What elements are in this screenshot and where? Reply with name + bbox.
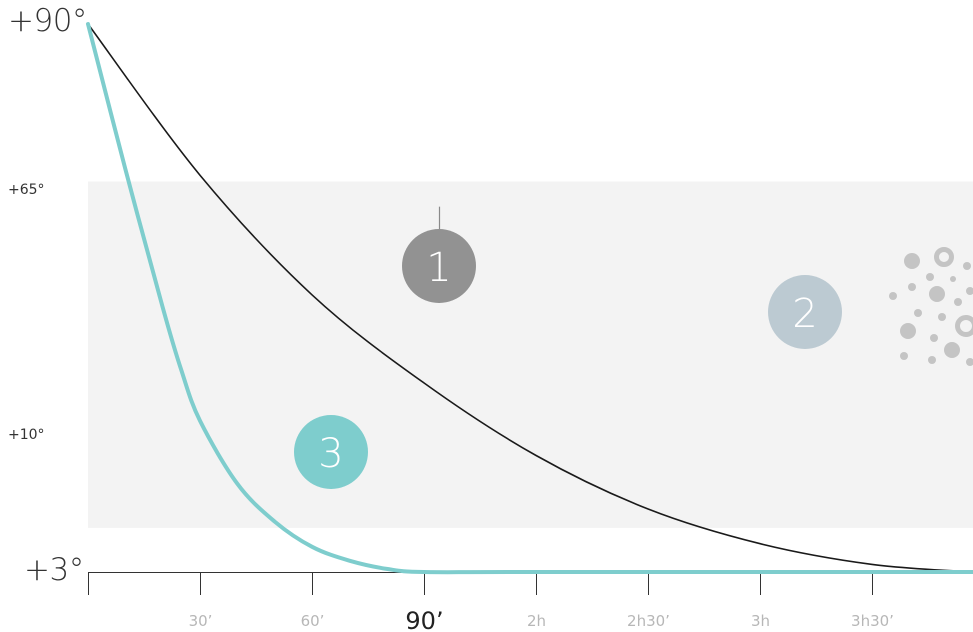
dot xyxy=(928,356,936,364)
chart-band xyxy=(88,181,973,528)
dot xyxy=(914,309,922,317)
dot xyxy=(944,342,960,358)
dot xyxy=(963,262,971,270)
series-line-1 xyxy=(87,23,973,573)
dot xyxy=(926,273,934,281)
dot xyxy=(930,334,938,342)
y-label-band-top: +65° xyxy=(8,182,45,198)
marker-1 xyxy=(402,229,476,303)
dot xyxy=(938,313,946,321)
particle-dots xyxy=(889,247,973,366)
x-tick-label: 60’ xyxy=(301,612,325,630)
dot xyxy=(889,292,897,300)
x-tick-label: 90’ xyxy=(405,607,443,632)
y-label-max: +90° xyxy=(8,3,87,39)
x-tick-label: 3h30’ xyxy=(851,612,894,630)
dot xyxy=(904,253,920,269)
marker-label-3: 3 xyxy=(318,431,343,477)
ring-dot xyxy=(955,315,973,337)
series-layer xyxy=(86,22,973,575)
dot xyxy=(900,323,916,339)
x-tick-label: 2h xyxy=(527,612,546,630)
dot xyxy=(950,276,956,282)
x-tick-label: 30’ xyxy=(189,612,213,630)
x-tick-label: 2h30’ xyxy=(627,612,670,630)
y-label-band-bottom: +10° xyxy=(8,427,45,443)
marker-label-1: 1 xyxy=(426,245,451,291)
dot xyxy=(900,352,908,360)
dot xyxy=(954,298,962,306)
dot xyxy=(966,358,973,366)
marker-3 xyxy=(294,415,368,489)
marker-2 xyxy=(768,275,842,349)
x-axis-tick-labels: 30’ 60’ 90’ 2h 2h30’ 3h 3h30’ xyxy=(189,607,894,632)
y-label-min: +3° xyxy=(24,552,84,588)
ring-dot xyxy=(934,247,954,267)
x-axis-ticks xyxy=(200,572,873,595)
marker-label-2: 2 xyxy=(792,291,817,337)
dot xyxy=(908,283,916,291)
series-line-3 xyxy=(86,22,973,575)
dot xyxy=(929,286,945,302)
dot xyxy=(966,287,973,295)
x-tick-label: 3h xyxy=(751,612,770,630)
series-markers: 1 2 3 xyxy=(294,206,842,489)
